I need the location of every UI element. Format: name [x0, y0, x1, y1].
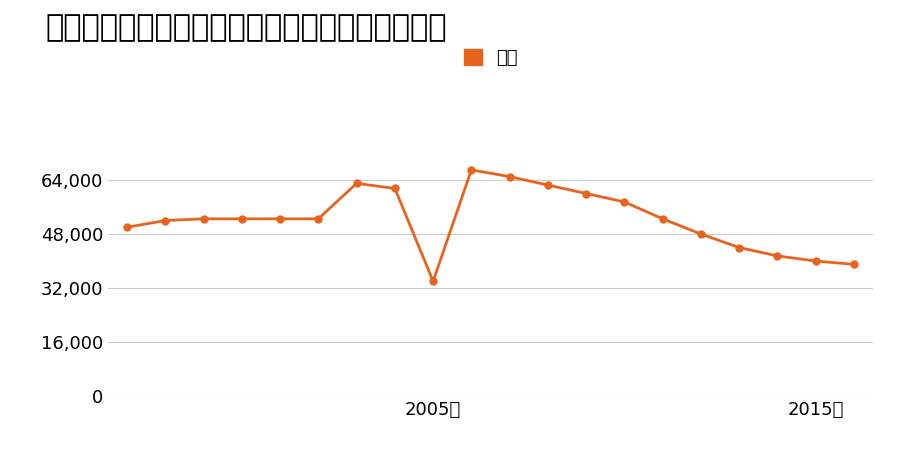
- Legend: 価格: 価格: [464, 49, 518, 67]
- Text: 青森県青森市沖館４丁目１５５番３０の地価推移: 青森県青森市沖館４丁目１５５番３０の地価推移: [45, 14, 446, 42]
